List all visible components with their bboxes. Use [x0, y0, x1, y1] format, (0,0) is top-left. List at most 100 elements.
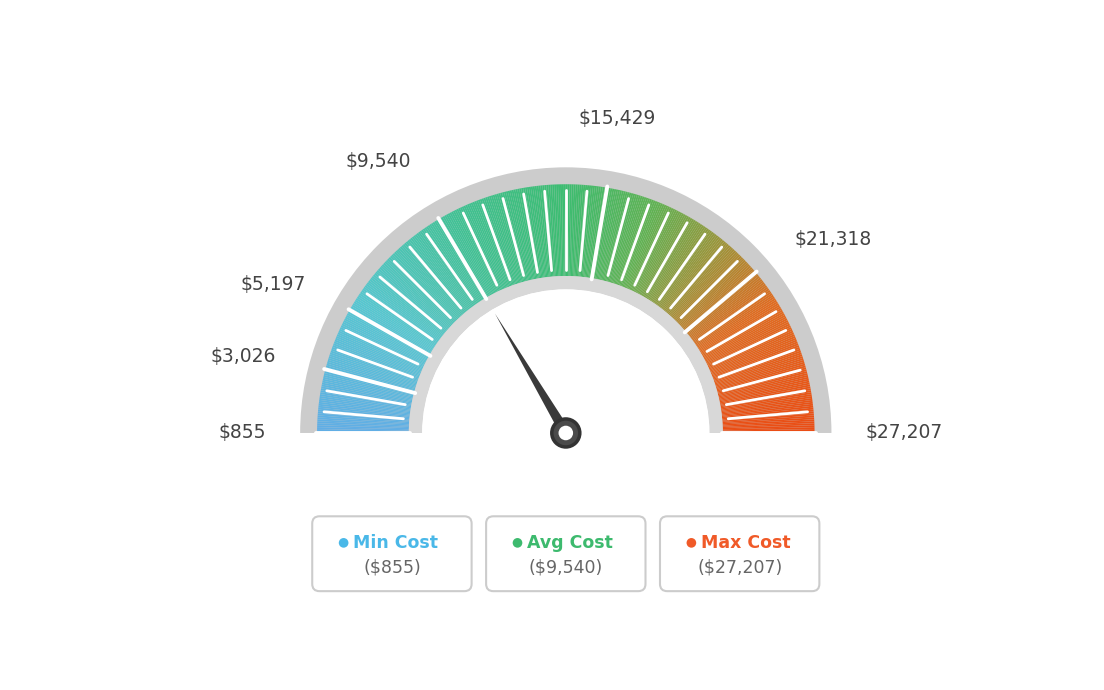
Wedge shape: [691, 282, 765, 339]
Wedge shape: [722, 408, 814, 418]
Wedge shape: [323, 377, 413, 399]
Wedge shape: [703, 311, 784, 357]
Wedge shape: [349, 310, 429, 356]
Wedge shape: [363, 287, 438, 342]
Wedge shape: [330, 351, 417, 382]
Wedge shape: [332, 347, 418, 380]
Wedge shape: [321, 384, 412, 404]
Wedge shape: [693, 288, 769, 343]
Wedge shape: [647, 220, 696, 299]
Wedge shape: [688, 277, 761, 336]
Wedge shape: [365, 284, 440, 339]
Wedge shape: [573, 184, 580, 276]
Wedge shape: [710, 334, 795, 372]
Wedge shape: [556, 184, 561, 276]
Wedge shape: [549, 185, 556, 277]
Wedge shape: [676, 256, 742, 322]
Wedge shape: [360, 292, 437, 345]
Wedge shape: [661, 235, 719, 309]
Wedge shape: [707, 322, 789, 364]
Text: $9,540: $9,540: [346, 152, 411, 171]
Wedge shape: [562, 184, 564, 276]
Text: ($27,207): ($27,207): [697, 558, 783, 576]
Wedge shape: [338, 331, 423, 370]
Wedge shape: [714, 351, 802, 382]
Wedge shape: [323, 373, 414, 396]
Wedge shape: [595, 188, 614, 279]
Wedge shape: [327, 364, 415, 391]
Wedge shape: [718, 367, 806, 393]
Wedge shape: [322, 379, 413, 400]
Wedge shape: [618, 198, 650, 285]
Wedge shape: [596, 189, 616, 279]
Wedge shape: [336, 336, 422, 373]
Wedge shape: [333, 343, 420, 377]
Wedge shape: [413, 235, 470, 309]
Wedge shape: [424, 227, 478, 304]
Wedge shape: [652, 225, 704, 302]
FancyBboxPatch shape: [660, 516, 819, 591]
Wedge shape: [575, 185, 583, 277]
Wedge shape: [590, 187, 605, 278]
Wedge shape: [408, 276, 723, 433]
Wedge shape: [721, 400, 813, 413]
Wedge shape: [658, 232, 713, 307]
Wedge shape: [378, 268, 448, 330]
Wedge shape: [458, 208, 499, 291]
Wedge shape: [510, 190, 531, 280]
Wedge shape: [698, 298, 776, 349]
Wedge shape: [721, 392, 811, 408]
Wedge shape: [699, 299, 777, 350]
Wedge shape: [355, 298, 434, 349]
Wedge shape: [699, 302, 778, 351]
Wedge shape: [591, 187, 606, 278]
Wedge shape: [439, 218, 487, 298]
Wedge shape: [670, 246, 732, 316]
Wedge shape: [552, 184, 559, 276]
Wedge shape: [476, 200, 510, 286]
Wedge shape: [570, 184, 574, 276]
Wedge shape: [385, 260, 453, 324]
Text: ($855): ($855): [363, 558, 421, 576]
Wedge shape: [374, 273, 446, 333]
Wedge shape: [624, 201, 659, 288]
Wedge shape: [668, 244, 729, 315]
Wedge shape: [426, 226, 479, 303]
Wedge shape: [679, 262, 747, 326]
Wedge shape: [329, 356, 416, 386]
Wedge shape: [403, 244, 464, 315]
Wedge shape: [583, 186, 595, 277]
Wedge shape: [533, 186, 546, 277]
Wedge shape: [335, 339, 421, 375]
Wedge shape: [652, 226, 705, 303]
Wedge shape: [467, 204, 505, 289]
Wedge shape: [630, 206, 670, 290]
Wedge shape: [325, 369, 414, 394]
Wedge shape: [343, 320, 426, 363]
Wedge shape: [666, 241, 725, 313]
Wedge shape: [389, 257, 455, 323]
Wedge shape: [406, 241, 466, 313]
Wedge shape: [431, 223, 481, 301]
Wedge shape: [321, 388, 412, 406]
Wedge shape: [722, 402, 813, 415]
Wedge shape: [580, 185, 590, 277]
Wedge shape: [327, 362, 415, 389]
Wedge shape: [326, 367, 414, 393]
Wedge shape: [613, 196, 643, 284]
Wedge shape: [584, 186, 597, 277]
Wedge shape: [353, 302, 433, 351]
Wedge shape: [415, 234, 471, 308]
Wedge shape: [326, 366, 415, 391]
Wedge shape: [523, 188, 540, 278]
Wedge shape: [342, 322, 425, 364]
Wedge shape: [714, 353, 802, 384]
Text: Max Cost: Max Cost: [701, 534, 790, 552]
Wedge shape: [654, 227, 708, 304]
Wedge shape: [716, 366, 806, 391]
Wedge shape: [712, 342, 798, 376]
Wedge shape: [373, 275, 445, 334]
Wedge shape: [448, 213, 492, 295]
Circle shape: [687, 538, 697, 548]
Wedge shape: [705, 320, 788, 363]
